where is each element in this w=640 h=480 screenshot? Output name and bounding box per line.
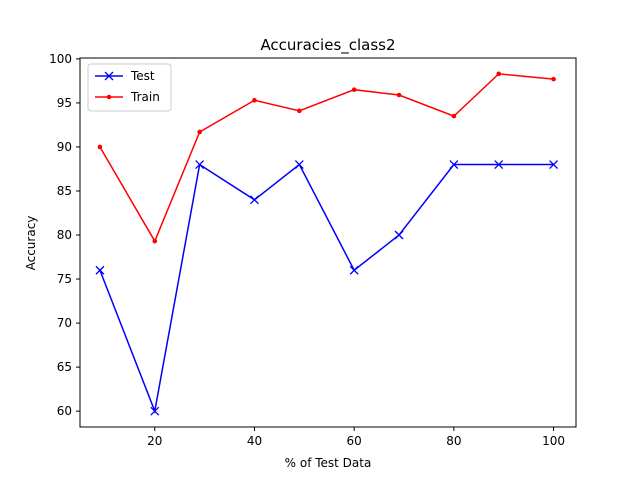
x-tick-label: 100: [542, 434, 565, 448]
y-tick-label: 65: [57, 360, 72, 374]
y-axis-label: Accuracy: [24, 216, 38, 271]
train-data-point: [197, 129, 202, 135]
train-data-point: [496, 71, 502, 77]
train-data-point: [252, 97, 257, 103]
legend-label-train: Train: [130, 90, 160, 104]
y-tick-label: 100: [49, 52, 72, 66]
train-data-point: [551, 76, 556, 82]
x-tick-label: 40: [247, 434, 262, 448]
legend-label-test: Test: [130, 69, 155, 83]
x-tick-label: 60: [347, 434, 362, 448]
x-marker-stroke: [95, 265, 105, 275]
x-marker-stroke: [349, 265, 359, 275]
x-marker-stroke: [549, 160, 559, 170]
train-data-point: [396, 92, 402, 98]
legend-marker-test: [104, 71, 114, 81]
train-series-line: [99, 73, 554, 243]
y-tick-label: 85: [57, 184, 72, 198]
x-tick-label: 80: [446, 434, 461, 448]
test-data-point: [494, 160, 504, 170]
plot-area: 20 40 60 80 100 60 65 70 75 80 85 90 95 100: [49, 52, 577, 448]
x-marker-stroke: [494, 160, 504, 170]
test-data-point: [195, 160, 205, 170]
plot-frame: [79, 57, 577, 428]
legend: Test Train: [87, 63, 172, 112]
x-marker-stroke: [195, 160, 205, 170]
train-data-point: [297, 108, 302, 114]
legend-marker-train: [106, 94, 112, 100]
x-tick-label: 20: [147, 434, 162, 448]
test-data-point: [449, 160, 459, 170]
train-data-point: [451, 113, 457, 119]
y-tick-label: 70: [57, 316, 72, 330]
test-data-point: [549, 160, 559, 170]
y-tick-label: 80: [57, 228, 72, 242]
test-series-line: [99, 163, 554, 414]
y-tick-label: 60: [57, 404, 72, 418]
legend-item-test: Test: [95, 69, 155, 83]
train-data-point: [152, 238, 158, 244]
test-data-point: [294, 160, 304, 170]
x-marker-stroke: [294, 160, 304, 170]
test-data-point: [95, 265, 105, 275]
y-tick-label: 75: [57, 272, 72, 286]
chart-title: Accuracies_class2: [260, 36, 395, 55]
train-data-point: [351, 87, 357, 93]
x-marker-stroke: [449, 160, 459, 170]
y-tick-label: 90: [57, 140, 72, 154]
test-data-point: [349, 265, 359, 275]
y-tick-label: 95: [57, 96, 72, 110]
test-data-point: [250, 195, 259, 205]
test-data-point: [394, 230, 404, 240]
legend-item-train: Train: [95, 90, 160, 104]
x-marker-stroke: [150, 406, 160, 416]
x-axis-label: % of Test Data: [285, 456, 372, 470]
test-data-point: [150, 406, 160, 416]
train-data-point: [97, 144, 103, 150]
x-marker-stroke: [394, 230, 404, 240]
x-marker-stroke: [250, 195, 259, 205]
